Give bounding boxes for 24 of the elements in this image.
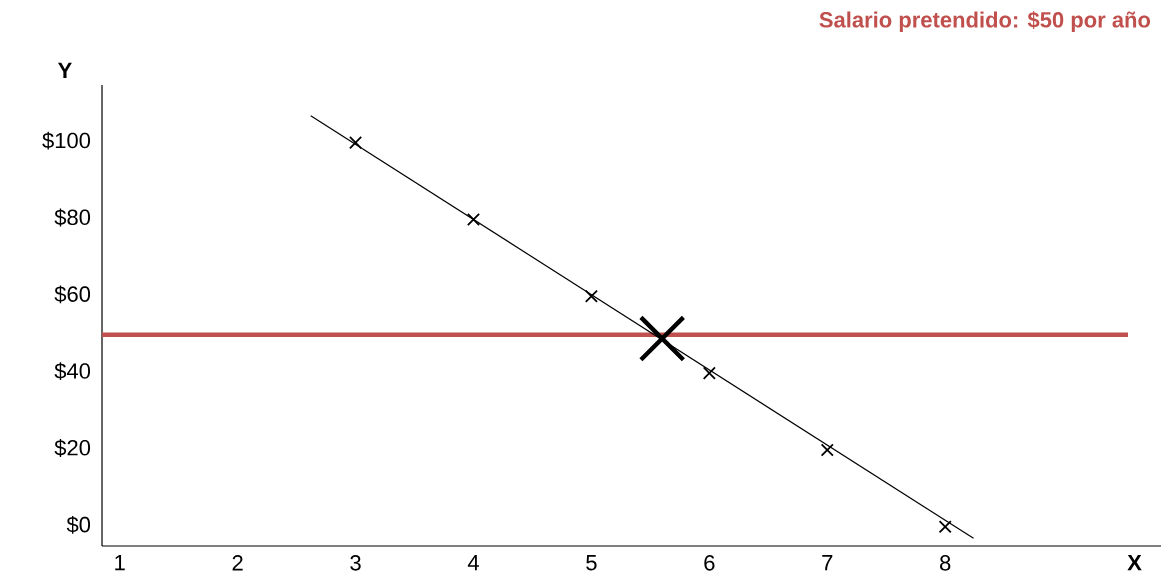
y-tick-label: $20 <box>54 439 91 457</box>
point <box>938 520 952 534</box>
y-tick-label: $0 <box>66 515 91 534</box>
x-tick-label: 5 <box>586 555 597 571</box>
y-axis-title: Y <box>57 62 72 78</box>
x-tick-label: 7 <box>822 555 833 571</box>
x-axis-title: X <box>1127 555 1142 571</box>
point <box>702 366 716 380</box>
x-tick-label: 3 <box>350 555 361 571</box>
ref-line-label: Salario pretendido: $50 por año <box>819 11 1151 32</box>
y-tick-label: $100 <box>42 131 91 150</box>
point <box>466 212 481 227</box>
x-tick-label: 1 <box>115 555 125 571</box>
y-tick-label: $60 <box>54 285 91 304</box>
point <box>638 315 686 362</box>
y-tick-label: $80 <box>54 208 91 227</box>
x-tick-label: 6 <box>704 555 715 571</box>
x-tick-label: 4 <box>467 555 479 571</box>
x-tick-label: 2 <box>232 555 243 571</box>
y-tick-label: $40 <box>54 362 91 381</box>
point <box>584 289 598 303</box>
point <box>349 136 363 150</box>
x-tick-label: 8 <box>940 555 951 571</box>
point <box>820 443 834 457</box>
